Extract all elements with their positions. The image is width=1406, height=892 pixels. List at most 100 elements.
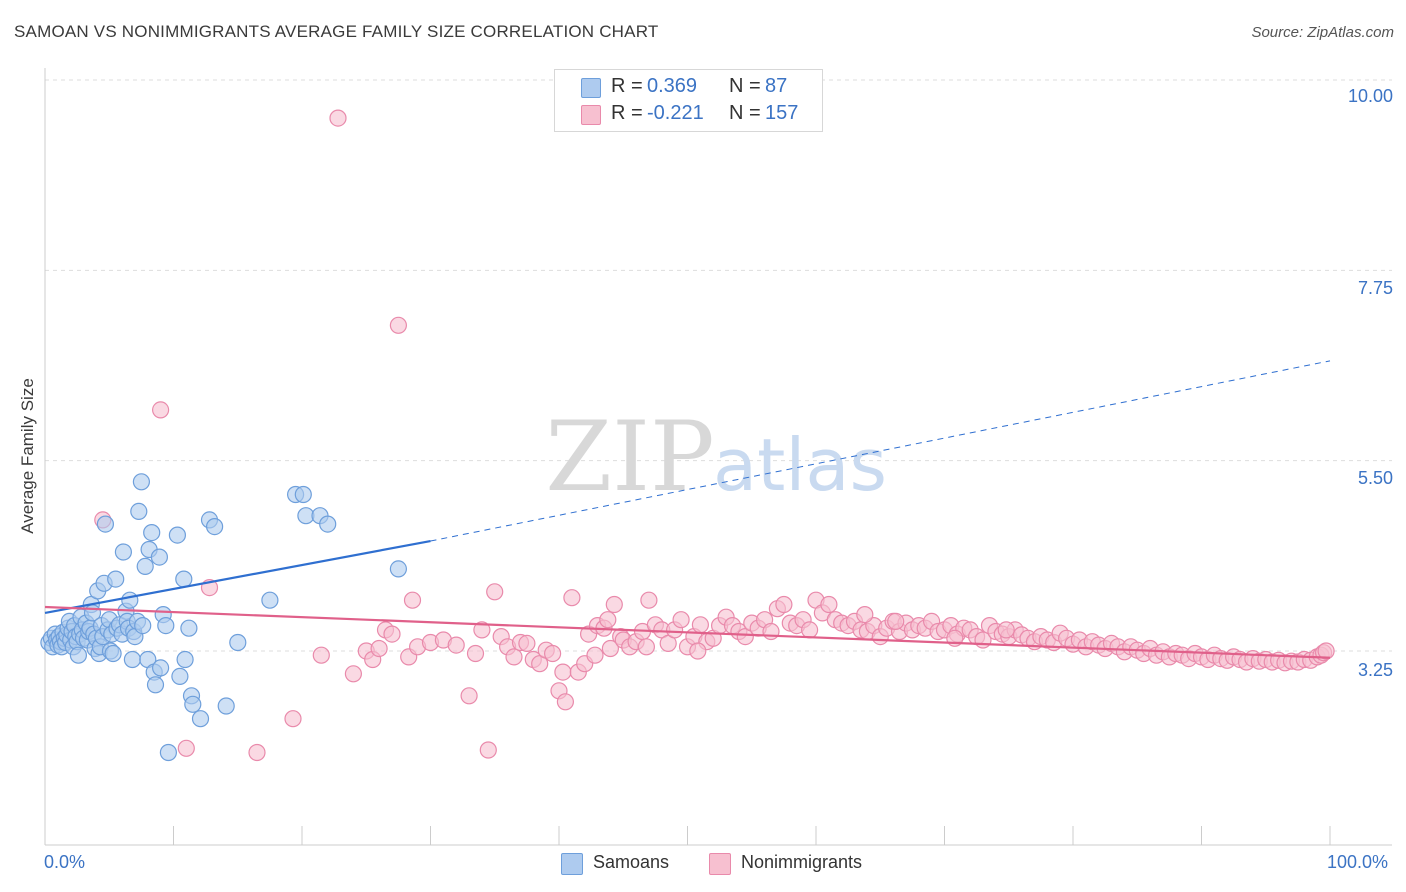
- x-tick-end: 100.0%: [1327, 852, 1389, 872]
- data-point: [69, 646, 88, 664]
- bottom-legend-label: Nonimmigrants: [741, 852, 863, 872]
- data-point: [466, 644, 485, 663]
- data-point: [800, 621, 819, 639]
- data-point: [887, 612, 905, 631]
- data-point: [312, 646, 330, 664]
- data-point: [261, 591, 279, 609]
- data-point: [143, 523, 161, 542]
- data-point: [176, 650, 194, 669]
- data-point: [168, 526, 186, 544]
- chart-title: SAMOAN VS NONIMMIGRANTS AVERAGE FAMILY S…: [14, 22, 659, 41]
- data-point: [856, 605, 874, 624]
- legend-row-nonimmigrants: R = -0.221 N = 157: [555, 100, 822, 127]
- data-point: [370, 639, 388, 658]
- samoans-points: [40, 473, 407, 762]
- data-point: [605, 595, 623, 614]
- data-point: [229, 633, 247, 652]
- data-point: [171, 667, 189, 686]
- samoans-trend-line: [44, 539, 431, 615]
- samoans-trend-extension: [430, 360, 1331, 542]
- y-tick-5.5: 5.50: [1357, 468, 1393, 488]
- data-point: [554, 663, 572, 681]
- data-point: [762, 622, 780, 641]
- data-point: [1317, 642, 1335, 660]
- data-point: [586, 646, 604, 664]
- data-point: [134, 616, 152, 635]
- bottom-swatch-blue: [561, 853, 583, 875]
- data-point: [206, 517, 224, 536]
- data-point: [248, 743, 266, 762]
- data-point: [640, 591, 658, 609]
- bottom-legend-label: Samoans: [593, 852, 670, 872]
- data-point: [403, 591, 422, 609]
- data-point: [389, 560, 407, 578]
- data-point: [284, 710, 302, 728]
- trend-lines: [44, 360, 1331, 659]
- data-point: [473, 621, 491, 639]
- data-point: [217, 697, 235, 715]
- legend-row-samoans: R = 0.369 N = 87: [555, 73, 822, 100]
- legend-r-value: 0.369: [647, 75, 698, 97]
- data-point: [486, 583, 504, 601]
- data-point: [191, 710, 210, 728]
- source-label: Source: ZipAtlas.com: [1251, 24, 1394, 41]
- data-point: [107, 570, 125, 588]
- data-point: [479, 741, 497, 759]
- data-point: [114, 543, 133, 561]
- data-point: [294, 485, 312, 504]
- watermark-zip: ZIP: [545, 401, 714, 513]
- data-point: [563, 589, 581, 607]
- data-point: [319, 515, 337, 533]
- legend-n-label: N =: [729, 75, 761, 97]
- y-tick-7.75: 7.75: [1357, 278, 1393, 298]
- legend-r-label: R =: [611, 75, 643, 97]
- data-point: [599, 611, 617, 629]
- legend-r-value: -0.221: [647, 102, 704, 124]
- legend-n-value: 157: [765, 102, 799, 124]
- data-point: [601, 639, 620, 658]
- data-point: [447, 636, 465, 654]
- data-point: [104, 644, 122, 663]
- data-point: [556, 693, 575, 711]
- data-point: [96, 515, 115, 533]
- data-point: [820, 595, 838, 614]
- data-point: [383, 625, 401, 643]
- data-point: [505, 648, 523, 666]
- data-point: [344, 665, 362, 683]
- legend-r-label: R =: [611, 102, 643, 124]
- data-point: [543, 644, 562, 663]
- axes: [44, 68, 1392, 846]
- data-point: [329, 109, 347, 127]
- data-point: [177, 739, 195, 757]
- x-tick-start: 0.0%: [44, 852, 86, 872]
- data-point: [689, 642, 707, 660]
- data-point: [775, 595, 793, 614]
- data-point: [136, 557, 154, 576]
- data-point: [146, 676, 165, 694]
- data-point: [159, 743, 177, 762]
- data-point: [997, 621, 1015, 639]
- data-point: [130, 502, 148, 520]
- data-point: [152, 659, 170, 677]
- data-point: [691, 616, 710, 634]
- legend-n-value: 87: [765, 75, 788, 97]
- data-point: [157, 616, 175, 635]
- data-point: [180, 619, 198, 637]
- legend-n-label: N =: [729, 102, 761, 124]
- watermark-atlas: atlas: [713, 423, 887, 507]
- legend-swatch-blue: [581, 78, 601, 98]
- data-point: [389, 316, 407, 334]
- bottom-swatch-pink: [709, 853, 731, 875]
- grid-lines: [45, 79, 1392, 652]
- data-point: [637, 638, 656, 656]
- data-point: [132, 473, 150, 491]
- data-point: [184, 695, 202, 713]
- data-point: [121, 591, 139, 609]
- data-point: [152, 401, 170, 419]
- nonimmigrants-trend-line: [44, 605, 1331, 659]
- y-tick-3.25: 3.25: [1357, 660, 1393, 680]
- y-tick-10: 10.00: [1347, 86, 1393, 106]
- data-point: [460, 687, 478, 705]
- data-point: [175, 570, 193, 588]
